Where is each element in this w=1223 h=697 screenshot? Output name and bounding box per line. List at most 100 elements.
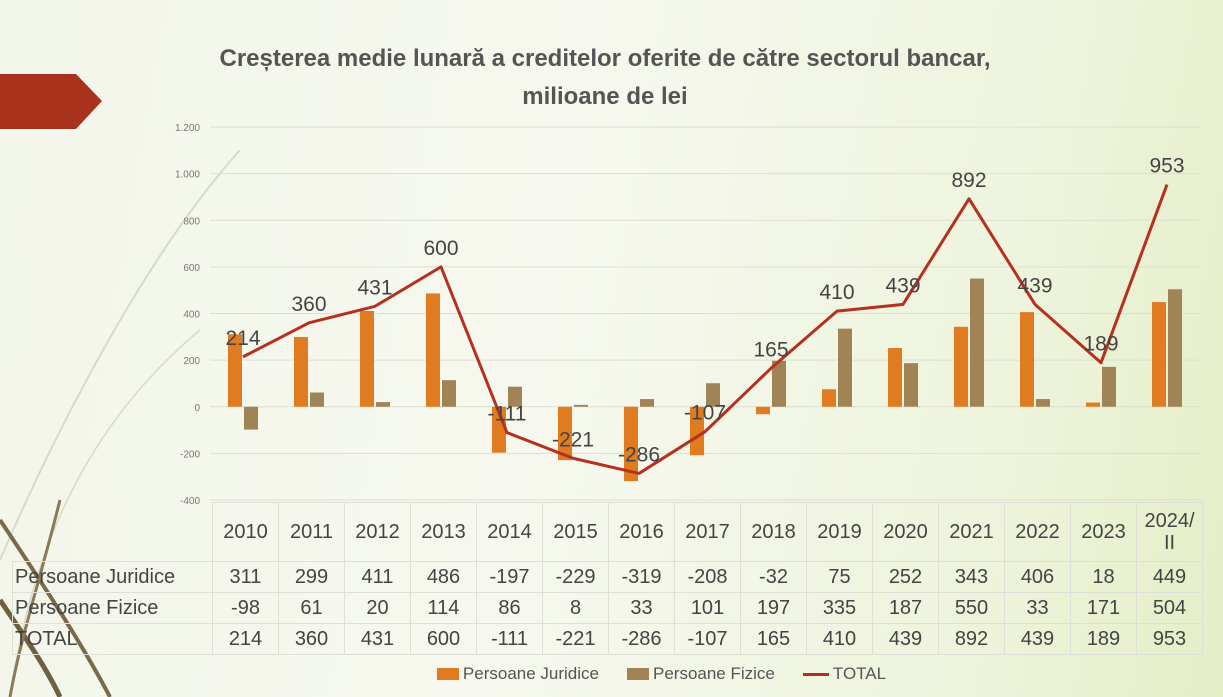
table-cell: 114 <box>410 592 477 624</box>
table-cell: 299 <box>278 561 345 593</box>
data-table: 2010 2011 2012 2013 2014 2015 2016 2017 2018 2019… <box>12 502 1203 655</box>
table-cell: 86 <box>476 592 543 624</box>
bar-persoane-fizice <box>1036 399 1050 407</box>
table-cell: -107 <box>674 623 741 655</box>
table-cell: 171 <box>1070 592 1137 624</box>
table-category-header: 2019 <box>806 502 873 562</box>
table-header-row: 2010 2011 2012 2013 2014 2015 2016 2017 2018 2019… <box>12 502 1203 562</box>
legend-item: Persoane Juridice <box>436 664 599 684</box>
chart-title: Creșterea medie lunară a creditelor ofer… <box>100 40 1110 116</box>
bar-persoane-fizice <box>376 402 390 407</box>
total-data-label: 953 <box>1149 155 1184 178</box>
table-cell: 431 <box>344 623 411 655</box>
table-cell: 101 <box>674 592 741 624</box>
legend: Persoane Juridice Persoane Fizice TOTAL <box>0 664 1223 684</box>
table-row-label: TOTAL <box>12 623 213 655</box>
bar-persoane-juridice <box>756 406 770 415</box>
bar-persoane-fizice <box>904 363 918 407</box>
table-cell: -208 <box>674 561 741 593</box>
legend-swatch <box>626 668 649 680</box>
total-data-label: 410 <box>819 281 854 304</box>
table-cell: 600 <box>410 623 477 655</box>
total-data-label: -107 <box>684 402 726 425</box>
bar-persoane-fizice <box>310 392 324 407</box>
bar-persoane-juridice <box>1020 312 1034 407</box>
bar-persoane-juridice <box>954 326 968 407</box>
table-cell: 187 <box>872 592 939 624</box>
y-tick-label: -200 <box>180 449 200 460</box>
total-data-label: 439 <box>1017 274 1052 297</box>
y-tick-label: -400 <box>180 496 200 507</box>
bar-persoane-juridice <box>888 348 902 407</box>
total-data-label: 439 <box>885 274 920 297</box>
legend-label: Persoane Juridice <box>462 664 599 683</box>
bar-persoane-juridice <box>1152 302 1166 407</box>
bar-persoane-fizice <box>706 383 720 407</box>
y-tick-label: 0 <box>194 403 200 414</box>
table-category-header: 2012 <box>344 502 411 562</box>
table-cell: 214 <box>212 623 279 655</box>
table-category-header: 2020 <box>872 502 939 562</box>
chart-title-line: milioane de lei <box>522 83 688 110</box>
table-cell: 406 <box>1004 561 1071 593</box>
total-data-label: -286 <box>618 443 660 466</box>
bar-persoane-juridice <box>360 310 374 407</box>
table-cell: 892 <box>938 623 1005 655</box>
table-category-header: 2016 <box>608 502 675 562</box>
table-cell: -286 <box>608 623 675 655</box>
table-category-header: 2018 <box>740 502 807 562</box>
bar-persoane-fizice <box>442 380 456 407</box>
y-tick-label: 800 <box>183 216 200 227</box>
table-cell: -319 <box>608 561 675 593</box>
table-cell: 165 <box>740 623 807 655</box>
bar-persoane-fizice <box>1168 289 1182 407</box>
table-category-header: 2011 <box>278 502 345 562</box>
table-cell: -111 <box>476 623 543 655</box>
total-data-label: -221 <box>552 428 594 451</box>
table-cell: 197 <box>740 592 807 624</box>
bar-persoane-juridice <box>624 406 638 482</box>
table-cell: 8 <box>542 592 609 624</box>
bar-persoane-juridice <box>228 334 242 407</box>
total-data-label: 431 <box>357 276 392 299</box>
table-cell: 449 <box>1136 561 1203 593</box>
bar-persoane-fizice <box>508 386 522 407</box>
table-cell: 252 <box>872 561 939 593</box>
bar-persoane-juridice <box>426 293 440 407</box>
y-tick-label: 200 <box>183 356 200 367</box>
legend-label: Persoane Fizice <box>652 664 775 683</box>
total-data-label: -111 <box>488 403 527 426</box>
table-cell: 550 <box>938 592 1005 624</box>
table-cell: 486 <box>410 561 477 593</box>
table-category-header: 2013 <box>410 502 477 562</box>
table-cell: 360 <box>278 623 345 655</box>
table-cell: 439 <box>872 623 939 655</box>
y-tick-label: 1.200 <box>175 123 200 134</box>
table-category-header: 2015 <box>542 502 609 562</box>
table-cell: 504 <box>1136 592 1203 624</box>
table-cell: -229 <box>542 561 609 593</box>
total-data-label: 165 <box>753 338 788 361</box>
y-tick-label: 1.000 <box>175 170 200 181</box>
table-cell: 61 <box>278 592 345 624</box>
chart-title-line: Creșterea medie lunară a creditelor ofer… <box>219 45 991 72</box>
total-line <box>242 184 1169 475</box>
legend-swatch <box>802 672 829 676</box>
red-arrow-shape <box>0 74 102 129</box>
bar-persoane-juridice <box>558 406 572 461</box>
table-category-header: 2023 <box>1070 502 1137 562</box>
total-data-label: 892 <box>951 169 986 192</box>
bar-persoane-fizice <box>640 399 654 407</box>
table-cell: 311 <box>212 561 279 593</box>
table-category-header: 2010 <box>212 502 279 562</box>
bar-persoane-fizice <box>838 328 852 407</box>
table-cell: -197 <box>476 561 543 593</box>
table-category-header: 2014 <box>476 502 543 562</box>
legend-item: TOTAL <box>802 664 886 684</box>
legend-item: Persoane Fizice <box>626 664 775 684</box>
table-row-label: Persoane Juridice <box>12 561 213 593</box>
table-category-header: 2017 <box>674 502 741 562</box>
bar-persoane-fizice <box>1102 366 1116 407</box>
bar-persoane-fizice <box>772 360 786 407</box>
